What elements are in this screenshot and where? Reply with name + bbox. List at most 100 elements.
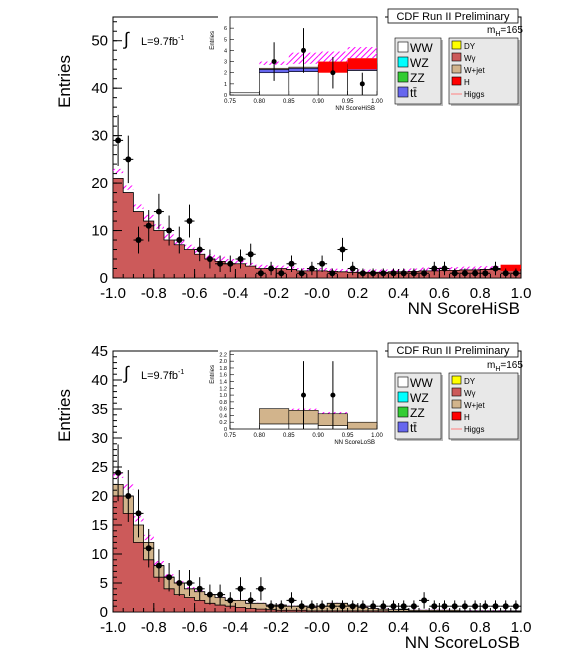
legend-swatch	[397, 421, 409, 433]
data-point	[186, 580, 193, 586]
legend-swatch	[397, 391, 409, 403]
inset-x-tick-label: 1.00	[371, 99, 383, 105]
legend-swatch	[397, 71, 409, 83]
inset-higgs-bin	[347, 47, 377, 59]
inset-higgs-bin	[318, 51, 348, 62]
inset-x-title: NN ScoreLoSB	[334, 440, 375, 446]
x-tick-label: 0.4	[388, 619, 409, 636]
data-point	[308, 603, 315, 610]
mass-label: mH=165	[487, 360, 523, 373]
inset-y-tick-label: 1	[224, 82, 227, 88]
legend-swatch	[451, 76, 462, 86]
legend-label: Wγ	[464, 389, 476, 398]
data-point	[237, 256, 244, 263]
x-tick-label: -0.6	[182, 285, 208, 302]
x-tick-label: -0.8	[141, 619, 167, 636]
data-point	[145, 222, 152, 229]
x-tick-label: 0.2	[347, 619, 368, 636]
data-point	[257, 585, 264, 592]
data-point	[380, 603, 387, 610]
data-point	[227, 260, 234, 267]
data-point	[400, 603, 407, 610]
legend-label: WW	[410, 376, 433, 390]
inset-data-point	[271, 59, 277, 65]
legend-swatch	[397, 86, 409, 98]
legend-swatch	[397, 376, 409, 388]
legend-label: ZZ	[410, 71, 425, 85]
mass-value: =165	[500, 25, 523, 36]
legend-label: H	[464, 413, 470, 422]
inset-plot: 0.75 0.80 0.85 0.90 0.95 1.00 00.20.40.60.81.0…	[210, 349, 385, 446]
x-tick-label: -0.6	[182, 619, 208, 636]
data-point	[268, 603, 275, 610]
data-point	[390, 603, 397, 610]
header-box	[387, 8, 519, 24]
data-point	[227, 597, 234, 604]
legend-swatch	[451, 52, 462, 62]
y-tick-label: 45	[91, 343, 108, 360]
data-point	[115, 137, 122, 144]
x-tick-label: -0.2	[263, 619, 289, 636]
x-tick-label: -0.8	[141, 285, 167, 302]
inset-y-tick-label: 0	[224, 93, 227, 99]
x-tick-label: 0.8	[470, 619, 491, 636]
y-tick-label: 0	[100, 270, 108, 287]
y-tick-label: 25	[91, 459, 108, 476]
inset-x-tick-label: 0.75	[224, 99, 236, 105]
data-point	[359, 603, 366, 610]
lumi-sup: -1	[178, 369, 184, 376]
y-tick-label: 20	[91, 488, 108, 505]
data-point	[339, 603, 346, 610]
data-point	[349, 265, 356, 272]
y-tick-label: 10	[91, 223, 108, 240]
y-tick-label: 0	[100, 604, 108, 621]
inset-y-title: Entries	[210, 31, 216, 50]
data-point	[196, 246, 203, 253]
legend-label: tt̄	[410, 86, 417, 100]
data-point	[278, 603, 285, 610]
data-point	[512, 270, 519, 277]
y-tick-label: 5	[100, 575, 108, 592]
data-point	[278, 270, 285, 277]
inset-y-tick-label: 2	[224, 71, 227, 77]
x-tick-label: -0.0	[304, 285, 330, 302]
x-tick-label: 0.6	[429, 619, 450, 636]
data-point	[247, 251, 254, 258]
x-tick-label: 0.6	[429, 285, 450, 302]
data-point	[482, 603, 489, 610]
lumi-sup: -1	[178, 35, 184, 42]
inset-wjet-bin	[259, 408, 290, 425]
inset-plot: 0.75 0.80 0.85 0.90 0.95 1.00 0 1 2 3 4 5 6 NN ScoreH…	[210, 15, 385, 112]
mass-m: m	[487, 25, 495, 36]
legend-label: Higgs	[464, 425, 484, 434]
data-point	[155, 562, 162, 569]
data-point	[492, 603, 499, 610]
data-point	[472, 603, 479, 610]
data-point	[451, 270, 458, 277]
data-point	[176, 237, 183, 244]
data-point	[451, 603, 458, 610]
data-point	[308, 265, 315, 272]
y-tick-label: 35	[91, 401, 108, 418]
legend-label: tt̄	[410, 421, 417, 435]
x-tick-label: -0.4	[222, 285, 248, 302]
x-tick-label: -0.0	[304, 619, 330, 636]
data-point	[461, 603, 468, 610]
inset-x-tick-label: 1.00	[371, 433, 383, 439]
data-point	[298, 603, 305, 610]
data-point	[206, 256, 213, 263]
y-tick-label: 10	[91, 546, 108, 563]
x-tick-label: 0.2	[347, 285, 368, 302]
data-point	[319, 260, 326, 267]
data-point	[502, 603, 509, 610]
data-point	[237, 585, 244, 592]
data-point	[319, 603, 326, 610]
data-point	[390, 270, 397, 277]
data-point	[441, 603, 448, 610]
integral-symbol: ∫	[122, 363, 130, 383]
inset-y-tick-label: 0.4	[219, 413, 227, 419]
data-point	[472, 270, 479, 277]
inset-x-tick-label: 0.80	[254, 99, 266, 105]
